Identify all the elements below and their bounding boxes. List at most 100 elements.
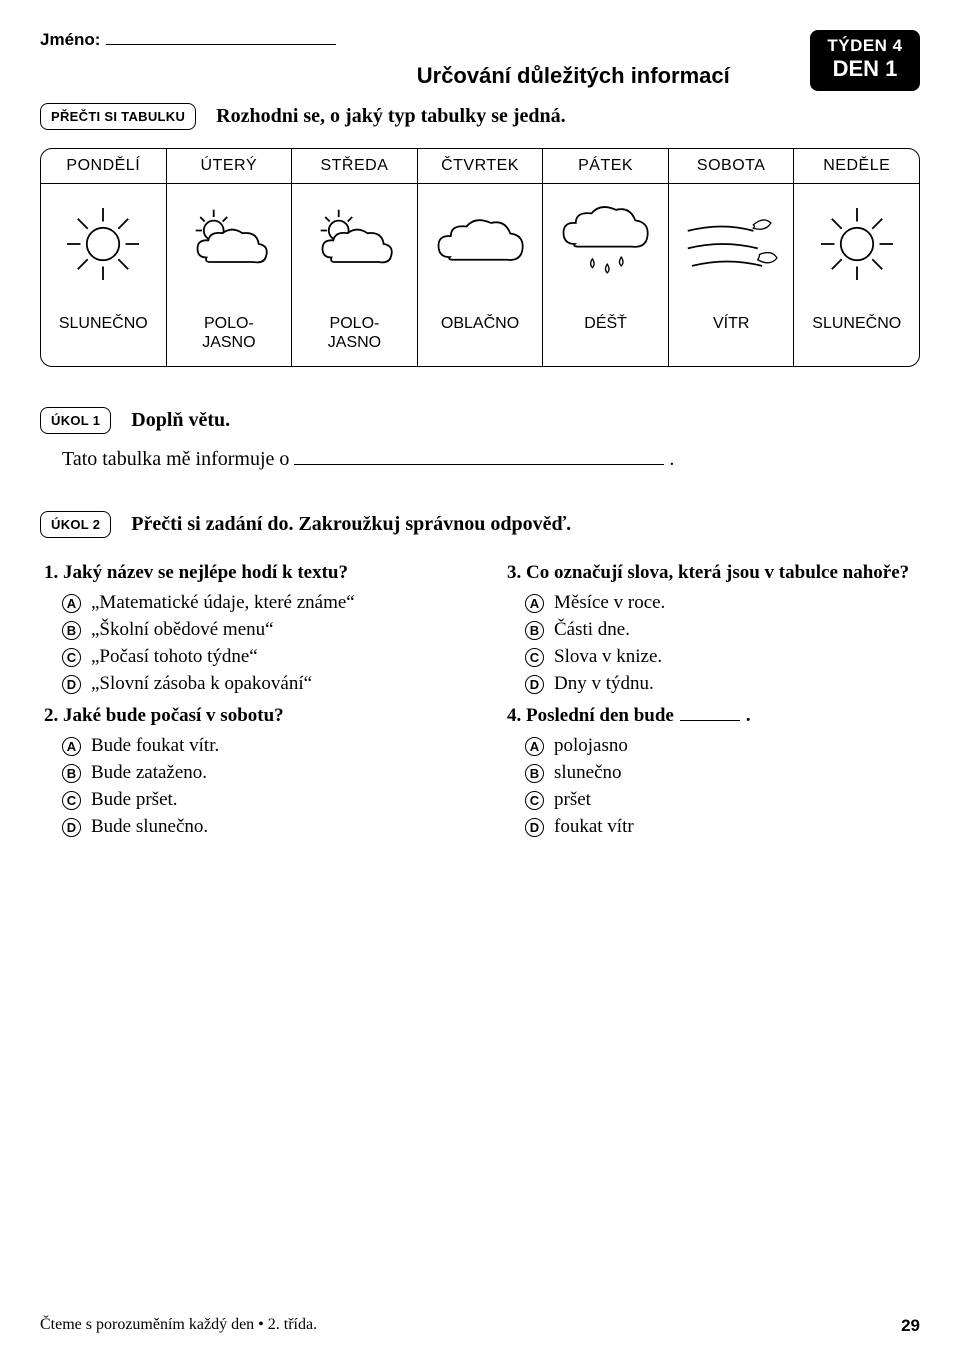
name-blank[interactable] bbox=[106, 31, 336, 45]
weather-cell-partly bbox=[291, 184, 417, 304]
q3-b-text: Části dne. bbox=[554, 619, 630, 641]
day-header: PONDĚLÍ bbox=[41, 149, 166, 184]
weather-labels-row: SLUNEČNO POLO-JASNO POLO-JASNO OBLAČNO D… bbox=[41, 304, 919, 366]
badge-day: DEN 1 bbox=[822, 56, 908, 82]
letter-d-icon: D bbox=[525, 818, 544, 837]
letter-a-icon: A bbox=[525, 594, 544, 613]
weather-label: SLUNEČNO bbox=[793, 304, 919, 366]
letter-c-icon: C bbox=[525, 791, 544, 810]
day-header: PÁTEK bbox=[542, 149, 668, 184]
name-field: Jméno: bbox=[40, 30, 336, 50]
weather-cell-wind bbox=[668, 184, 794, 304]
q3-opt-d[interactable]: D Dny v týdnu. bbox=[525, 673, 920, 695]
weather-cell-sun bbox=[793, 184, 919, 304]
q1-opt-a[interactable]: A „Matematické údaje, které známe“ bbox=[62, 592, 457, 614]
q2-c-text: Bude pršet. bbox=[91, 789, 178, 811]
sun-icon bbox=[58, 199, 148, 289]
q2-title: 2. Jaké bude počasí v sobotu? bbox=[44, 705, 457, 727]
letter-d-icon: D bbox=[525, 675, 544, 694]
task2-row: ÚKOL 2 Přečti si zadání do. Zakroužkuj s… bbox=[40, 511, 920, 538]
q2-opt-a[interactable]: A Bude foukat vítr. bbox=[62, 735, 457, 757]
weather-label: OBLAČNO bbox=[417, 304, 543, 366]
letter-a-icon: A bbox=[62, 737, 81, 756]
weather-table: PONDĚLÍ ÚTERÝ STŘEDA ČTVRTEK PÁTEK SOBOT… bbox=[40, 148, 920, 367]
letter-a-icon: A bbox=[525, 737, 544, 756]
q3-d-text: Dny v týdnu. bbox=[554, 673, 654, 695]
q2-opt-b[interactable]: BBude zataženo. bbox=[62, 762, 457, 784]
q2-opt-d[interactable]: D Bude slunečno. bbox=[62, 816, 457, 838]
q4-opt-a[interactable]: Apolojasno bbox=[525, 735, 920, 757]
q1-a-text: „Matematické údaje, které známe“ bbox=[91, 592, 355, 614]
q2-b-text: Bude zataženo. bbox=[91, 762, 207, 784]
page-number: 29 bbox=[901, 1316, 920, 1336]
q4-text-pre: 4. Poslední den bude bbox=[507, 705, 674, 727]
q3-opt-b[interactable]: B Části dne. bbox=[525, 619, 920, 641]
task1-blank[interactable] bbox=[294, 453, 664, 465]
task1-sentence: Tato tabulka mě informuje o . bbox=[62, 448, 920, 471]
questions-right: 3. Co označují slova, která jsou v tabul… bbox=[507, 552, 920, 843]
day-header: ČTVRTEK bbox=[417, 149, 543, 184]
footer: Čteme s porozuměním každý den • 2. třída… bbox=[40, 1316, 920, 1336]
cloud-icon bbox=[428, 199, 533, 289]
q1-c-text: „Počasí tohoto týdne“ bbox=[91, 646, 258, 668]
weather-see below: PONDĚLÍ ÚTERÝ STŘEDA ČTVRTEK PÁTEK SOBOT… bbox=[41, 149, 919, 184]
page-title: Určování důležitých informací bbox=[417, 63, 730, 89]
q3-c-text: Slova v knize. bbox=[554, 646, 662, 668]
day-header: SOBOTA bbox=[668, 149, 794, 184]
q1-opt-b[interactable]: B „Školní obědové menu“ bbox=[62, 619, 457, 641]
q1-opt-d[interactable]: D„Slovní zásoba k opakování“ bbox=[62, 673, 457, 695]
letter-c-icon: C bbox=[525, 648, 544, 667]
week-day-badge: TÝDEN 4 DEN 1 bbox=[810, 30, 920, 91]
weather-label: SLUNEČNO bbox=[41, 304, 166, 366]
task1-sentence-text: Tato tabulka mě informuje o bbox=[62, 448, 289, 470]
q2-d-text: Bude slunečno. bbox=[91, 816, 208, 838]
task2-instruction: Přečti si zadání do. Zakroužkuj správnou… bbox=[131, 513, 571, 536]
task1-instruction: Doplň větu. bbox=[131, 409, 230, 432]
weather-cell-rain bbox=[542, 184, 668, 304]
q1-title: 1. Jaký název se nejlépe hodí k textu? bbox=[44, 562, 457, 584]
q4-opt-d[interactable]: Dfoukat vítr bbox=[525, 816, 920, 838]
day-header: STŘEDA bbox=[291, 149, 417, 184]
header-row: Jméno: Určování důležitých informací TÝD… bbox=[40, 30, 920, 91]
partly-cloudy-icon bbox=[304, 199, 404, 289]
q3-opt-c[interactable]: C Slova v knize. bbox=[525, 646, 920, 668]
read-table-pill: PŘEČTI SI TABULKU bbox=[40, 103, 196, 130]
q4-blank[interactable] bbox=[680, 711, 740, 721]
day-header: NEDĚLE bbox=[793, 149, 919, 184]
footer-text: Čteme s porozuměním každý den • 2. třída… bbox=[40, 1316, 317, 1336]
questions: 1. Jaký název se nejlépe hodí k textu? A… bbox=[44, 552, 920, 843]
task1-pill: ÚKOL 1 bbox=[40, 407, 111, 434]
letter-a-icon: A bbox=[62, 594, 81, 613]
letter-d-icon: D bbox=[62, 675, 81, 694]
letter-b-icon: B bbox=[525, 764, 544, 783]
task2-pill: ÚKOL 2 bbox=[40, 511, 111, 538]
weather-cell-partly bbox=[166, 184, 292, 304]
q2-a-text: Bude foukat vítr. bbox=[91, 735, 219, 757]
q4-opt-b[interactable]: Bslunečno bbox=[525, 762, 920, 784]
weather-label: DÉŠŤ bbox=[542, 304, 668, 366]
q1-opt-c[interactable]: C„Počasí tohoto týdne“ bbox=[62, 646, 457, 668]
main-instruction: Rozhodni se, o jaký typ tabulky se jedná… bbox=[216, 105, 566, 128]
q4-title: 4. Poslední den bude . bbox=[507, 705, 920, 727]
partly-cloudy-icon bbox=[179, 199, 279, 289]
q2-opt-c[interactable]: C Bude pršet. bbox=[62, 789, 457, 811]
q4-c-text: pršet bbox=[554, 789, 591, 811]
q3-opt-a[interactable]: A Měsíce v roce. bbox=[525, 592, 920, 614]
letter-d-icon: D bbox=[62, 818, 81, 837]
read-table-row: PŘEČTI SI TABULKU Rozhodni se, o jaký ty… bbox=[40, 103, 920, 130]
q4-text-post: . bbox=[746, 705, 751, 727]
weather-label: POLO-JASNO bbox=[166, 304, 292, 366]
q4-d-text: foukat vítr bbox=[554, 816, 634, 838]
badge-week: TÝDEN 4 bbox=[822, 36, 908, 56]
letter-c-icon: C bbox=[62, 791, 81, 810]
q4-opt-c[interactable]: Cpršet bbox=[525, 789, 920, 811]
letter-b-icon: B bbox=[62, 621, 81, 640]
wind-icon bbox=[679, 199, 784, 289]
q3-title: 3. Co označují slova, která jsou v tabul… bbox=[507, 562, 920, 584]
q4-b-text: slunečno bbox=[554, 762, 622, 784]
letter-b-icon: B bbox=[525, 621, 544, 640]
q1-b-text: „Školní obědové menu“ bbox=[91, 619, 274, 641]
weather-label: POLO-JASNO bbox=[291, 304, 417, 366]
sun-icon bbox=[812, 199, 902, 289]
q3-a-text: Měsíce v roce. bbox=[554, 592, 665, 614]
